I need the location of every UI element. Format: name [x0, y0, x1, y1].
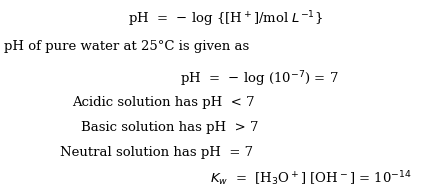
Text: pH  =  − log {[H$^+$]/mol $L^{-1}$}: pH = − log {[H$^+$]/mol $L^{-1}$} — [128, 10, 323, 29]
Text: pH  =  − log (10$^{-7}$) = 7: pH = − log (10$^{-7}$) = 7 — [180, 70, 339, 89]
Text: p$K_w$  =  pH + pOH = 14: p$K_w$ = pH + pOH = 14 — [251, 189, 412, 191]
Text: pH of pure water at 25°C is given as: pH of pure water at 25°C is given as — [4, 40, 249, 53]
Text: Acidic solution has pH  < 7: Acidic solution has pH < 7 — [72, 96, 255, 109]
Text: Basic solution has pH  > 7: Basic solution has pH > 7 — [81, 121, 258, 134]
Text: $K_w$  =  [H$_3$O$^+$] [OH$^-$] = 10$^{-14}$: $K_w$ = [H$_3$O$^+$] [OH$^-$] = 10$^{-14… — [210, 169, 412, 188]
Text: Neutral solution has pH  = 7: Neutral solution has pH = 7 — [60, 146, 252, 159]
